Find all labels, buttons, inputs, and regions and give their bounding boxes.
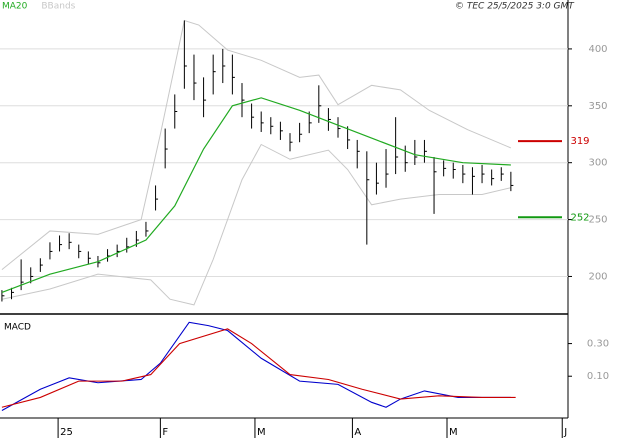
x-tick-label: F [162,427,168,438]
ma-line [1,97,511,293]
y-tick-label: 200 [588,271,607,282]
y-tick-label: 300 [588,158,607,169]
y-tick-label: 0.30 [587,339,609,350]
x-tick-label: A [354,427,361,438]
bband-lower [1,143,511,306]
y-tick-label: 250 [588,215,607,226]
y-tick-label: 400 [588,44,607,55]
legend-entry: BBands [41,2,75,12]
legend-entry: MA20 [2,2,28,12]
x-tick-label: M [257,427,266,438]
macd-title: MACD [4,323,31,333]
x-tick-label: J [563,427,567,438]
bband-upper [1,19,512,271]
credit: © TEC 25/5/2025 3:0 GMT [455,2,575,12]
level-label: 319 [570,136,589,147]
macd-line [1,321,511,411]
level-label: 252 [570,212,589,223]
y-tick-label: 350 [588,101,607,112]
macd-line [1,328,516,408]
x-tick-label: M [449,427,458,438]
x-tick-label: 25 [60,427,73,438]
y-tick-label: 0.10 [587,371,609,382]
